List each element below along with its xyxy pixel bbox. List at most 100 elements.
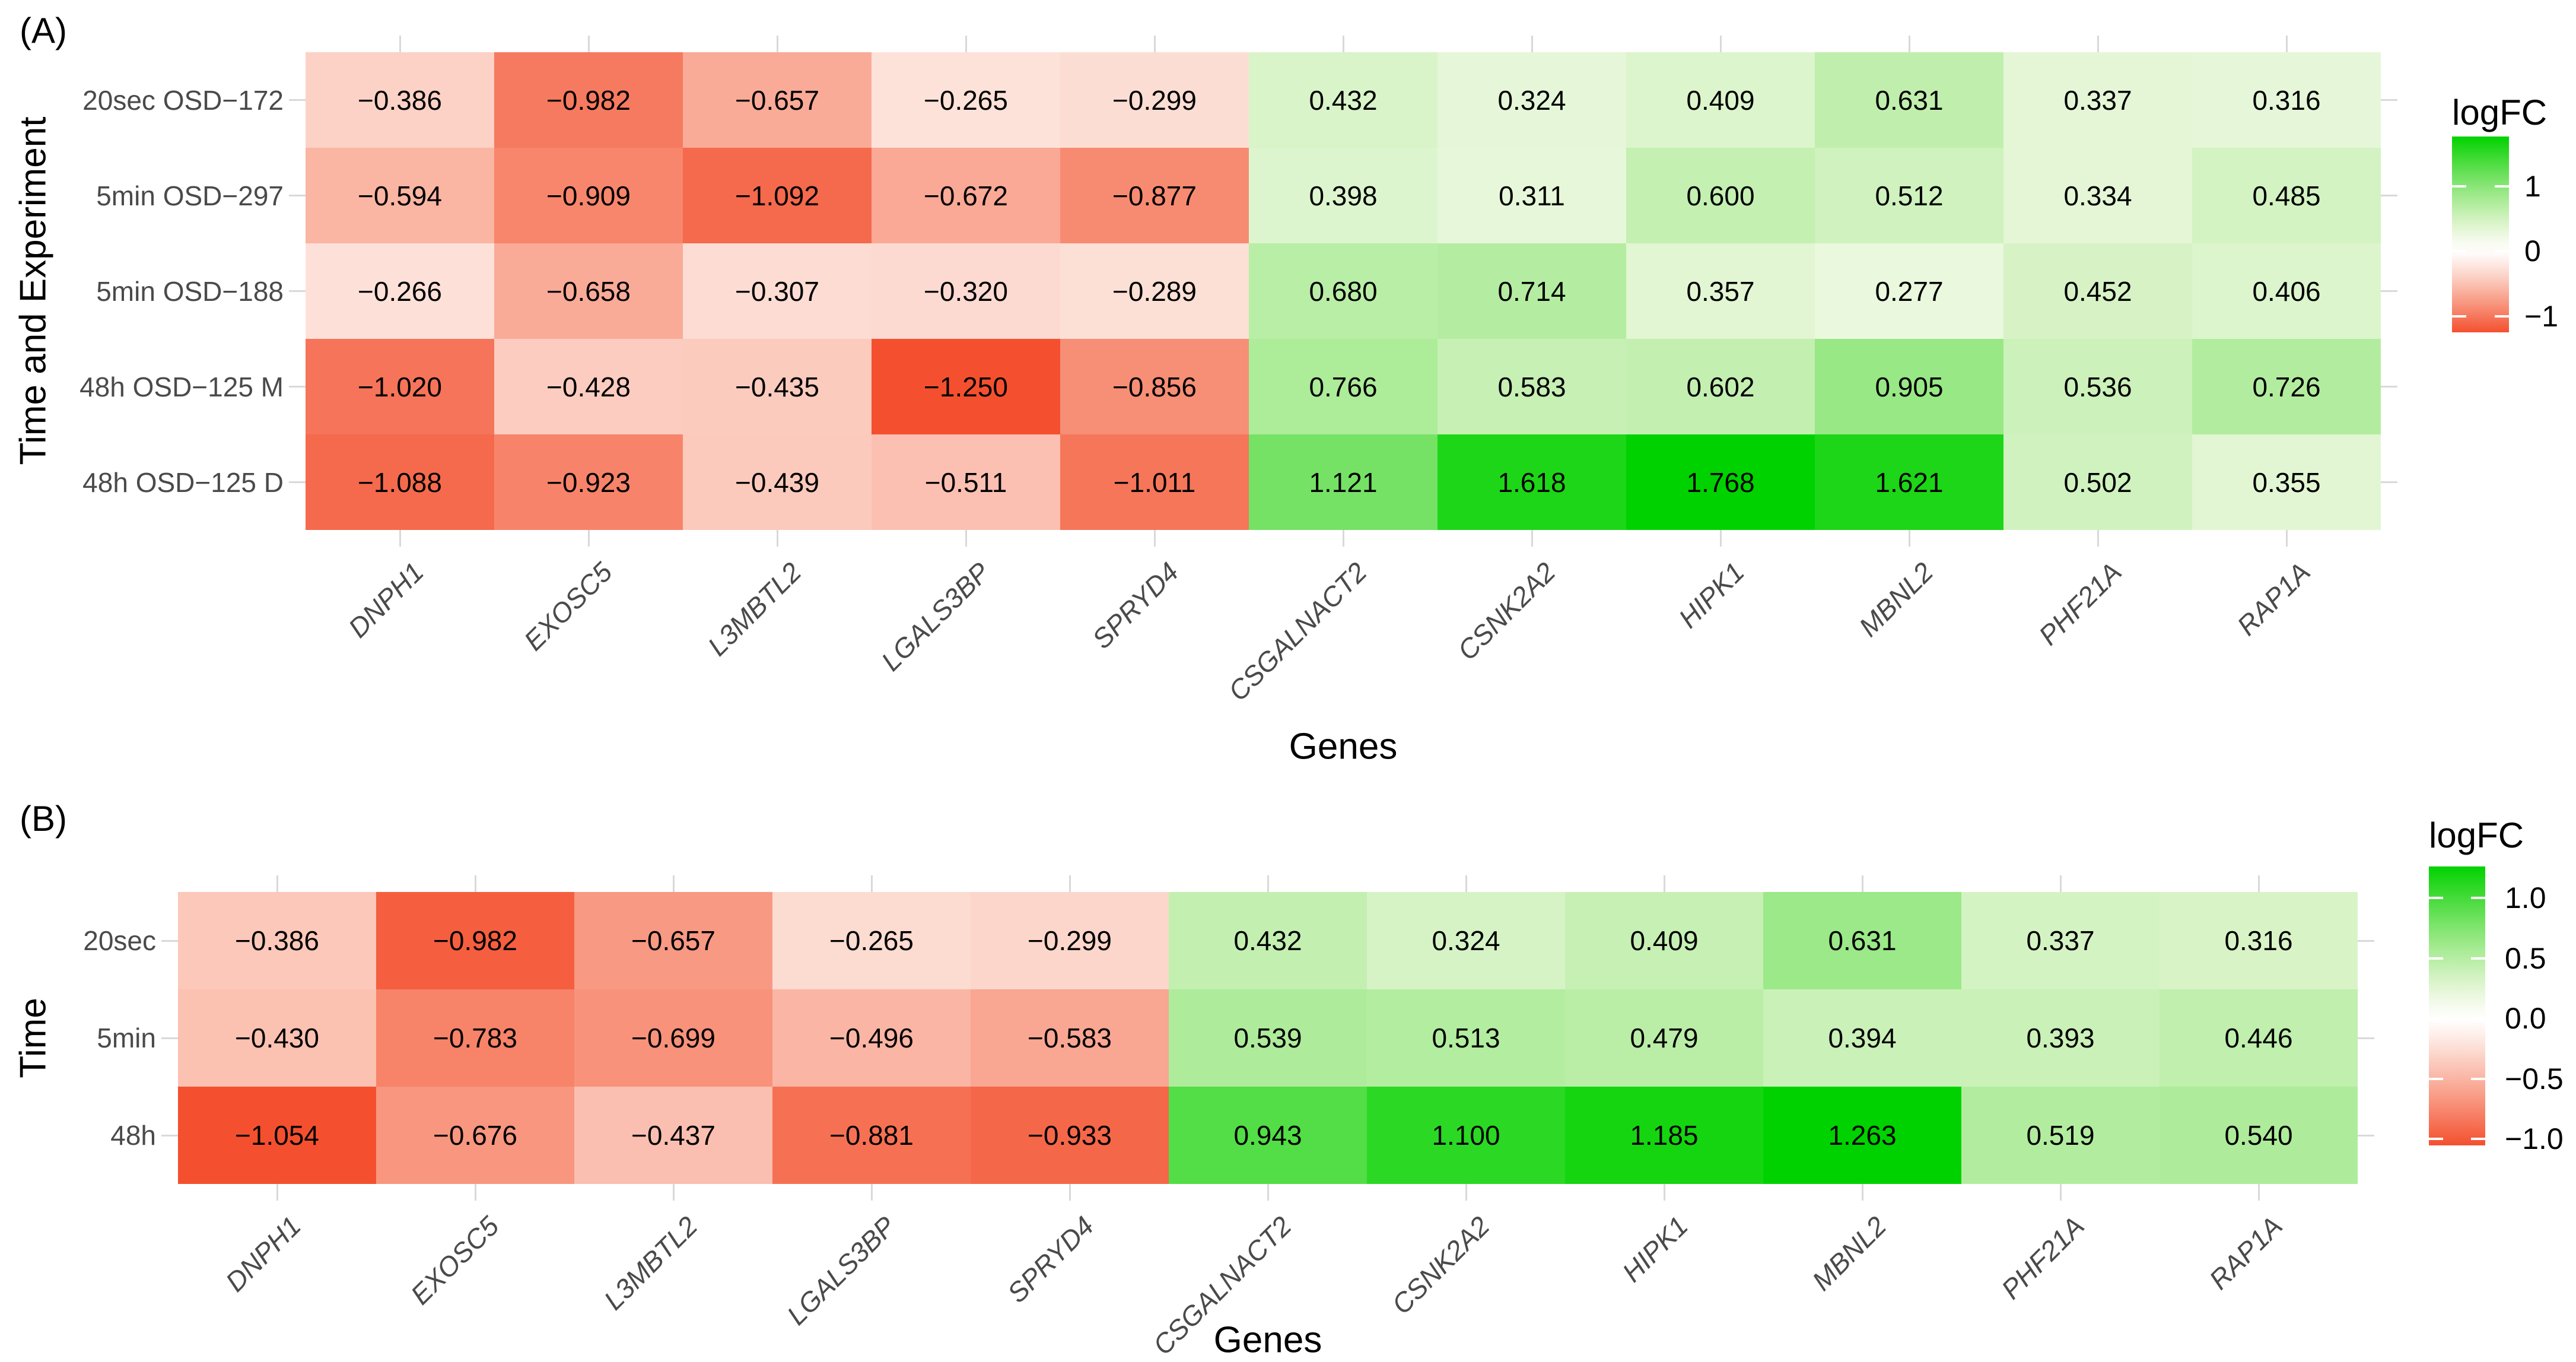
legend-tick-notch bbox=[2495, 250, 2509, 253]
legend-tick-label: 0.5 bbox=[2505, 941, 2546, 975]
heatmap-cell: 0.905 bbox=[1815, 339, 2003, 434]
axis-tick bbox=[474, 875, 476, 892]
heatmap-cell: 0.583 bbox=[1438, 339, 1626, 434]
axis-tick bbox=[965, 36, 967, 52]
axis-tick bbox=[672, 1184, 675, 1201]
heatmap-cell: −0.289 bbox=[1060, 243, 1249, 339]
axis-tick bbox=[2381, 195, 2397, 196]
axis-tick bbox=[776, 530, 778, 547]
axis-tick bbox=[1267, 875, 1269, 892]
heatmap-cell: −0.265 bbox=[772, 892, 971, 989]
axis-tick bbox=[2097, 530, 2099, 547]
heatmap-cell: 1.621 bbox=[1815, 434, 2003, 530]
axis-tick bbox=[2059, 875, 2062, 892]
heatmap-cell: −0.428 bbox=[494, 339, 683, 434]
gene-label: EXOSC5 bbox=[405, 1210, 505, 1311]
axis-tick bbox=[2381, 99, 2397, 101]
heatmap-cell: −0.699 bbox=[574, 989, 772, 1087]
gene-label: PHF21A bbox=[1995, 1210, 2091, 1305]
gene-label: EXOSC5 bbox=[518, 556, 619, 657]
heatmap-cell: −0.320 bbox=[872, 243, 1060, 339]
axis-tick bbox=[1465, 1184, 1467, 1201]
heatmap-cell: −0.933 bbox=[971, 1087, 1169, 1184]
row-label: 20sec bbox=[83, 925, 156, 956]
gene-label: HIPK1 bbox=[1616, 1210, 1694, 1288]
legend-tick-notch bbox=[2471, 897, 2485, 900]
axis-tick bbox=[2059, 1184, 2062, 1201]
gene-label: MBNL2 bbox=[1852, 556, 1939, 643]
legend-tick-label: −1.0 bbox=[2505, 1122, 2564, 1156]
heatmap-cell: −0.909 bbox=[494, 148, 683, 243]
axis-tick bbox=[2358, 1037, 2374, 1039]
heatmap-cell: −0.439 bbox=[683, 434, 872, 530]
axis-tick bbox=[399, 530, 401, 547]
heatmap-cell: 0.680 bbox=[1249, 243, 1438, 339]
axis-tick bbox=[1908, 530, 1910, 547]
axis-tick bbox=[1465, 875, 1467, 892]
legend-tick-notch bbox=[2429, 1138, 2443, 1141]
gene-label: L3MBTL2 bbox=[597, 1210, 704, 1316]
axis-tick bbox=[1719, 36, 1722, 52]
panel-b-legend-gradient-bar bbox=[2429, 866, 2485, 1145]
row-label: 5min OSD−188 bbox=[96, 275, 284, 307]
heatmap-cell: −0.265 bbox=[872, 52, 1060, 148]
heatmap-cell: −0.299 bbox=[971, 892, 1169, 989]
heatmap-cell: −1.088 bbox=[306, 434, 494, 530]
gene-label: LGALS3BP bbox=[874, 556, 996, 677]
axis-tick bbox=[965, 530, 967, 547]
heatmap-cell: 0.513 bbox=[1367, 989, 1565, 1087]
axis-tick bbox=[2381, 290, 2397, 292]
heatmap-cell: 0.714 bbox=[1438, 243, 1626, 339]
heatmap-cell: 0.536 bbox=[2003, 339, 2192, 434]
heatmap-cell: 0.316 bbox=[2192, 52, 2381, 148]
axis-tick bbox=[870, 875, 873, 892]
legend-tick-notch bbox=[2495, 315, 2509, 318]
heatmap-cell: 0.398 bbox=[1249, 148, 1438, 243]
heatmap-cell: −0.511 bbox=[872, 434, 1060, 530]
gene-label: MBNL2 bbox=[1805, 1210, 1893, 1297]
heatmap-cell: −1.054 bbox=[178, 1087, 376, 1184]
gene-label: LGALS3BP bbox=[780, 1210, 902, 1331]
axis-tick bbox=[289, 290, 306, 292]
heatmap-cell: −0.877 bbox=[1060, 148, 1249, 243]
heatmap-cell: −0.299 bbox=[1060, 52, 1249, 148]
legend-tick-notch bbox=[2471, 1017, 2485, 1020]
axis-tick bbox=[1531, 530, 1533, 547]
gene-label: SPRYD4 bbox=[1001, 1210, 1100, 1309]
legend-tick-label: 0.0 bbox=[2505, 1002, 2546, 1036]
axis-tick bbox=[1153, 36, 1156, 52]
panel-a-label: (A) bbox=[20, 11, 67, 50]
heatmap-cell: 1.263 bbox=[1763, 1087, 1961, 1184]
axis-tick bbox=[2257, 1184, 2260, 1201]
axis-tick bbox=[1861, 1184, 1863, 1201]
axis-tick bbox=[1531, 36, 1533, 52]
axis-tick bbox=[672, 875, 675, 892]
axis-tick bbox=[2285, 36, 2288, 52]
heatmap-cell: −0.982 bbox=[494, 52, 683, 148]
panel-a-legend-gradient-bar bbox=[2452, 136, 2509, 332]
axis-tick bbox=[1908, 36, 1910, 52]
legend-tick-notch bbox=[2471, 957, 2485, 960]
heatmap-cell: −0.982 bbox=[376, 892, 574, 989]
legend-tick-notch bbox=[2471, 1077, 2485, 1080]
panel-a-heatmap: −0.386 −0.982 −0.657 −0.265 −0.299 0.432 0.324… bbox=[306, 52, 2381, 530]
heatmap-cell: 0.409 bbox=[1626, 52, 1815, 148]
axis-tick bbox=[2358, 1134, 2374, 1136]
heatmap-cell: 0.446 bbox=[2160, 989, 2358, 1087]
heatmap-cell: −0.783 bbox=[376, 989, 574, 1087]
heatmap-cell: −0.657 bbox=[574, 892, 772, 989]
heatmap-cell: −0.386 bbox=[178, 892, 376, 989]
heatmap-cell: −1.092 bbox=[683, 148, 872, 243]
heatmap-cell: −0.307 bbox=[683, 243, 872, 339]
heatmap-cell: −0.496 bbox=[772, 989, 971, 1087]
legend-tick-label: 1.0 bbox=[2505, 881, 2546, 915]
heatmap-cell: −0.676 bbox=[376, 1087, 574, 1184]
axis-tick bbox=[2285, 530, 2288, 547]
gene-label: RAP1A bbox=[2203, 1210, 2289, 1296]
legend-tick-notch bbox=[2452, 250, 2466, 253]
heatmap-cell: 0.324 bbox=[1438, 52, 1626, 148]
panel-a-legend-title: logFC bbox=[2452, 93, 2548, 132]
gene-label: SPRYD4 bbox=[1086, 556, 1185, 655]
legend-tick-notch bbox=[2429, 897, 2443, 900]
